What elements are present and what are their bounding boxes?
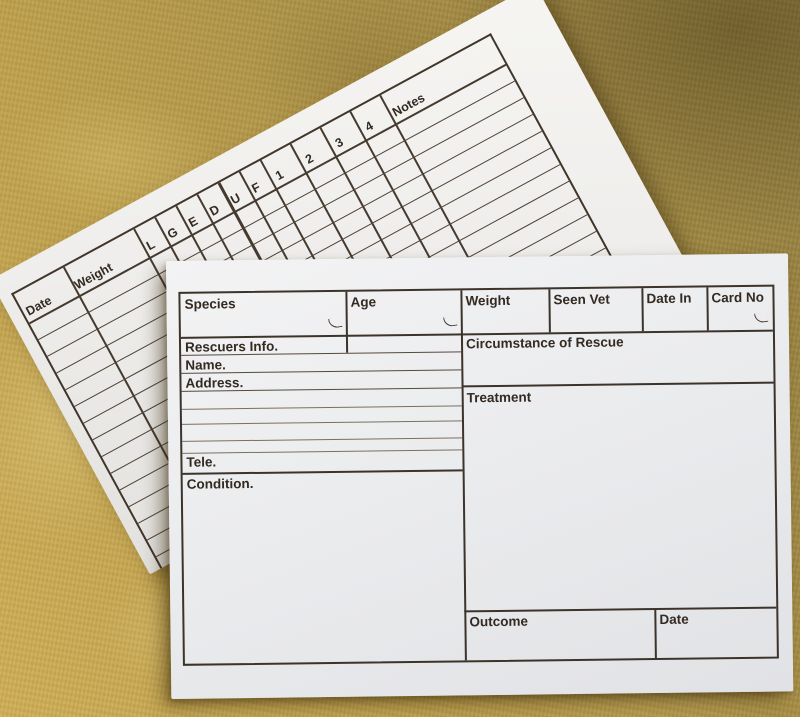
field-name: Name.	[185, 357, 226, 373]
hook-mark	[443, 315, 458, 328]
field-card-no: Card No	[711, 289, 765, 306]
field-age: Age	[350, 294, 377, 310]
record-table: Species Age Weight Seen Vet Date In Card…	[178, 284, 779, 666]
hook-mark	[328, 317, 343, 329]
field-species: Species	[184, 296, 236, 312]
field-circumstance: Circumstance of Rescue	[465, 334, 624, 352]
field-date-in: Date In	[646, 290, 692, 307]
ruled-line	[181, 405, 462, 410]
grid-line	[345, 291, 349, 353]
field-weight: Weight	[465, 292, 511, 309]
field-address: Address.	[185, 375, 244, 391]
ruled-line	[182, 437, 463, 442]
field-condition: Condition.	[186, 475, 254, 492]
col-header-3: 3	[332, 134, 346, 151]
field-tele: Tele.	[186, 454, 217, 470]
grid-line	[641, 288, 644, 332]
field-outcome-date: Date	[659, 611, 689, 627]
col-header-1: 1	[273, 167, 286, 183]
ruled-line	[181, 420, 462, 425]
section-line	[464, 606, 777, 613]
col-header-date: Date	[23, 293, 55, 319]
rescue-record-card: Species Age Weight Seen Vet Date In Card…	[166, 253, 794, 699]
field-rescuers-info: Rescuers Info.	[184, 338, 279, 355]
col-header-2: 2	[303, 151, 316, 167]
grid-line	[654, 608, 657, 659]
hook-mark	[754, 311, 769, 324]
field-outcome: Outcome	[469, 613, 529, 630]
col-header-4: 4	[362, 118, 376, 135]
ruled-line	[182, 449, 463, 454]
grid-line	[548, 289, 551, 333]
grid-line	[706, 287, 709, 331]
section-line	[182, 469, 463, 475]
field-seen-vet: Seen Vet	[553, 291, 610, 308]
section-line	[461, 381, 774, 388]
field-treatment: Treatment	[466, 389, 532, 406]
